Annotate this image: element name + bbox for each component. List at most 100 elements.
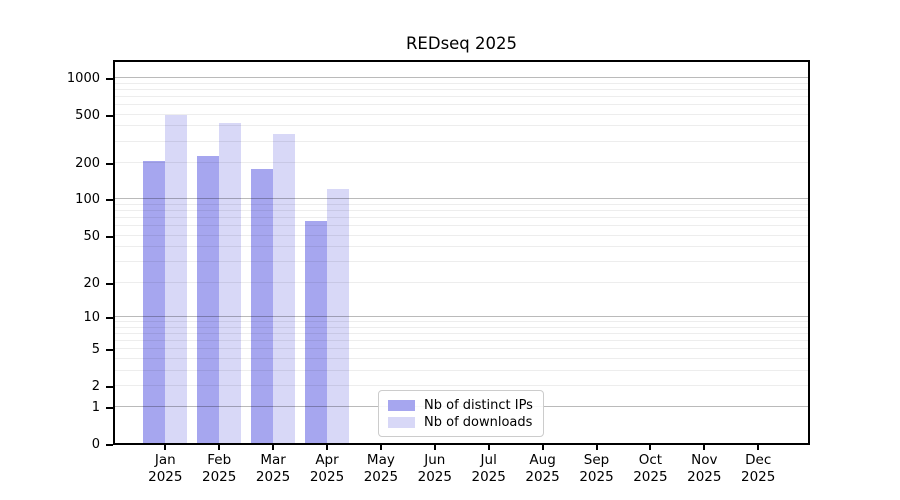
y-axis-tick-200 <box>106 163 113 165</box>
y-axis-tick-label-5: 5 <box>91 342 100 358</box>
y-axis-tick-label-100: 100 <box>75 192 100 208</box>
bar-nb-of-distinct-ips-jan <box>143 160 166 443</box>
gridline-3 <box>115 369 808 371</box>
y-axis-tick-2 <box>106 385 113 388</box>
x-axis-tick-jan <box>164 445 167 450</box>
gridline-70 <box>115 217 808 219</box>
y-axis-tick-500 <box>106 114 113 117</box>
bar-nb-of-downloads-feb <box>219 122 242 443</box>
x-axis-tick-aug <box>541 445 544 450</box>
x-axis-label-jul: Jul 2025 <box>459 452 519 486</box>
gridline-400 <box>115 125 808 127</box>
month-name: May <box>366 452 395 468</box>
legend: Nb of distinct IPs Nb of downloads <box>378 390 544 437</box>
gridline-7 <box>115 332 808 334</box>
gridline-30 <box>115 261 808 263</box>
x-axis-tick-mar <box>272 445 275 450</box>
y-axis-tick-label-200: 200 <box>75 156 100 171</box>
chart-title: REDseq 2025 <box>405 34 518 53</box>
gridline-40 <box>115 246 808 248</box>
x-axis-tick-sep <box>595 445 598 450</box>
legend-label: Nb of downloads <box>424 415 533 430</box>
month-name: Aug <box>529 452 556 468</box>
gridline-2 <box>115 384 808 386</box>
bar-nb-of-downloads-jan <box>165 114 188 443</box>
month-year: 2025 <box>633 469 668 485</box>
x-axis-tick-jun <box>433 445 436 450</box>
x-axis-label-oct: Oct 2025 <box>620 452 680 486</box>
month-name: Dec <box>745 452 772 468</box>
gridline-60 <box>115 225 808 227</box>
gridline-100 <box>115 198 808 200</box>
y-axis-tick-1000 <box>106 77 113 80</box>
month-year: 2025 <box>687 469 722 485</box>
gridline-20 <box>115 281 808 283</box>
month-name: Feb <box>207 452 232 468</box>
gridline-700 <box>115 95 808 97</box>
y-axis-tick-label-1000: 1000 <box>66 70 100 86</box>
x-axis-label-sep: Sep 2025 <box>567 452 627 486</box>
month-year: 2025 <box>255 469 291 485</box>
x-axis-tick-jul <box>487 445 490 450</box>
x-axis-tick-nov <box>703 445 706 450</box>
gridline-9 <box>115 321 808 322</box>
month-year: 2025 <box>202 469 237 485</box>
y-axis-tick-5 <box>106 349 113 352</box>
y-axis-tick-label-0: 0 <box>91 437 100 452</box>
plot-area <box>113 60 810 445</box>
gridline-300 <box>115 140 808 142</box>
gridline-900 <box>115 82 808 84</box>
month-name: Jun <box>424 452 446 468</box>
bar-nb-of-downloads-mar <box>273 134 296 443</box>
legend-swatch <box>388 417 415 428</box>
bar-nb-of-distinct-ips-feb <box>197 155 220 443</box>
x-axis-label-mar: Mar 2025 <box>243 452 303 486</box>
gridline-200 <box>115 162 808 163</box>
legend-label: Nb of distinct IPs <box>424 398 533 413</box>
y-axis-tick-label-2: 2 <box>91 378 100 394</box>
bar-nb-of-distinct-ips-apr <box>305 221 327 443</box>
x-axis-label-apr: Apr 2025 <box>297 452 357 486</box>
month-year: 2025 <box>363 469 399 485</box>
month-year: 2025 <box>309 469 345 485</box>
y-axis-tick-100 <box>106 199 113 202</box>
y-axis-tick-10 <box>106 316 113 319</box>
bar-nb-of-distinct-ips-mar <box>251 169 274 443</box>
y-axis-tick-1 <box>106 407 113 410</box>
month-name: Sep <box>583 452 610 468</box>
month-year: 2025 <box>148 469 183 485</box>
gridline-10 <box>115 315 808 317</box>
month-name: Nov <box>691 452 718 468</box>
x-axis-label-feb: Feb 2025 <box>189 452 249 486</box>
gridline-500 <box>115 113 808 115</box>
legend-swatch <box>388 400 415 411</box>
legend-entry: Nb of distinct IPs <box>388 397 534 414</box>
y-axis-tick-50 <box>106 235 113 238</box>
y-axis-tick-label-10: 10 <box>83 309 100 325</box>
gridline-90 <box>115 203 808 205</box>
x-axis-label-may: May 2025 <box>351 452 411 486</box>
month-year: 2025 <box>741 469 776 485</box>
legend-entry: Nb of downloads <box>388 414 534 431</box>
gridline-80 <box>115 210 808 212</box>
gridline-600 <box>115 103 808 105</box>
month-year: 2025 <box>525 469 560 485</box>
month-year: 2025 <box>471 469 506 485</box>
gridline-4 <box>115 357 808 359</box>
x-axis-tick-may <box>379 445 382 450</box>
y-axis-tick-label-1: 1 <box>91 400 100 416</box>
month-year: 2025 <box>417 469 452 485</box>
x-axis-tick-dec <box>757 445 760 450</box>
y-axis-tick-20 <box>106 282 113 285</box>
month-year: 2025 <box>579 469 614 485</box>
gridline-6 <box>115 339 808 341</box>
bar-nb-of-downloads-apr <box>327 188 349 443</box>
gridline-1000 <box>115 76 808 78</box>
x-axis-label-dec: Dec 2025 <box>728 452 788 486</box>
y-axis-tick-0 <box>106 444 113 446</box>
gridline-8 <box>115 326 808 328</box>
month-name: Apr <box>315 452 339 468</box>
gridline-800 <box>115 88 808 90</box>
gridline-50 <box>115 234 808 236</box>
